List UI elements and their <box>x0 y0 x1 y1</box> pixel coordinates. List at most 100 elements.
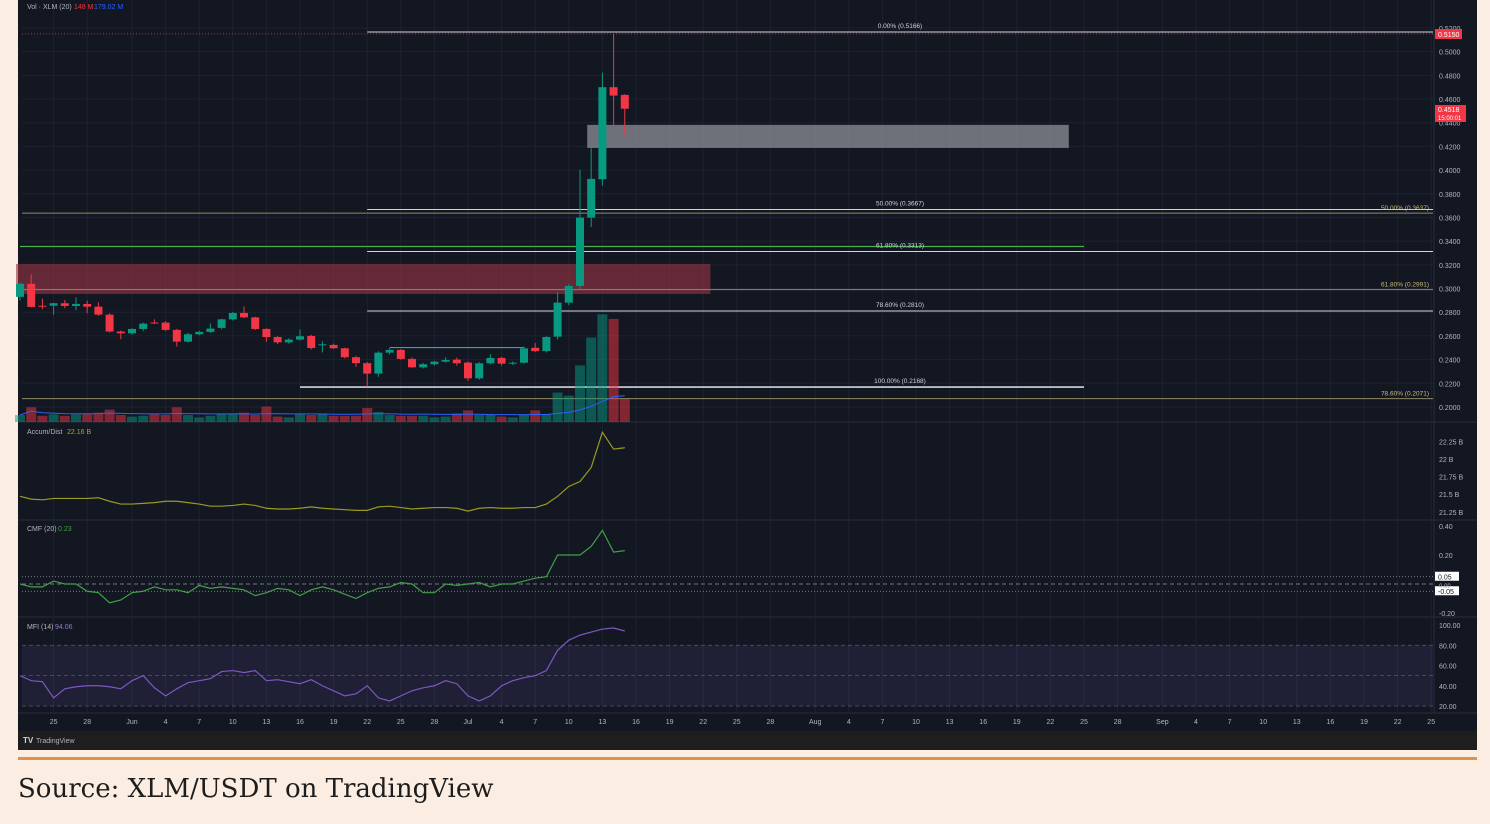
time-axis-label: 13 <box>263 719 271 726</box>
price-axis-label: 0.4000 <box>1439 168 1461 175</box>
tradingview-logo-icon: TV <box>23 736 34 745</box>
candle-body <box>486 357 495 364</box>
volume-legend-label: Vol · XLM (20) <box>27 4 72 11</box>
time-axis-label: 25 <box>733 719 741 726</box>
cmf-axis-label: -0.20 <box>1439 611 1455 618</box>
candle-body <box>475 363 484 379</box>
volume-bar <box>575 365 585 422</box>
volume-legend-value: 148 M <box>74 4 94 11</box>
volume-bar <box>463 410 473 422</box>
candle-body <box>83 303 92 307</box>
candle-body <box>587 178 596 218</box>
time-axis-label: 19 <box>330 719 338 726</box>
volume-bar <box>541 414 552 422</box>
volume-bar <box>619 399 630 422</box>
candle-body <box>441 359 450 362</box>
time-axis-label: 10 <box>565 719 573 726</box>
price-axis-label: 0.2000 <box>1439 405 1461 412</box>
candle-body <box>419 364 428 368</box>
volume-bar <box>597 314 608 422</box>
indicators <box>19 430 1433 707</box>
drawings-lines[interactable]: 0.00% (0.5166) 50.00% (0.3667) 61.80% (0.3… <box>20 23 1433 400</box>
time-axis-label: 10 <box>912 719 920 726</box>
candle-body <box>620 94 629 109</box>
drawings-zones[interactable] <box>16 124 1069 294</box>
volume-ma-line <box>19 395 625 416</box>
ad-axis-label: 22 B <box>1439 457 1454 464</box>
volume-bar <box>440 416 451 422</box>
mfi-axis-label: 80.00 <box>1439 643 1457 650</box>
volume-bar <box>239 412 249 422</box>
ad-axis-label: 21.5 B <box>1439 492 1460 499</box>
volume-bar <box>171 407 182 422</box>
candle-body <box>195 331 204 335</box>
cmf-level-badge-text: 0.05 <box>1438 574 1452 581</box>
last-price-badge <box>1435 105 1466 122</box>
price-axis-label: 0.2800 <box>1439 310 1461 317</box>
gray-zone[interactable] <box>587 124 1069 148</box>
volume-bar <box>362 408 373 422</box>
time-axis-label: 25 <box>50 719 58 726</box>
candle-body <box>508 362 517 364</box>
candle-body <box>340 348 349 358</box>
mfi-axis-label: 60.00 <box>1439 664 1457 671</box>
mfi-axis-label: 40.00 <box>1439 684 1457 691</box>
candle-body <box>273 336 282 343</box>
candle-body <box>520 348 528 363</box>
volume-bar <box>82 413 93 422</box>
time-axis-label: 22 <box>1047 719 1055 726</box>
candle-body <box>38 305 47 307</box>
candle-body <box>329 344 338 349</box>
time-axis-label: 7 <box>1228 719 1232 726</box>
mfi-band <box>22 645 1433 706</box>
candle-body <box>16 283 24 297</box>
candle-body <box>251 317 260 329</box>
supply-zone[interactable] <box>16 263 711 294</box>
fib-level-label: 61.80% (0.3313) <box>876 242 924 249</box>
time-axis-label: Jun <box>126 719 137 726</box>
candle-body <box>430 361 439 365</box>
volume-bar <box>563 395 574 422</box>
time-axis-label: 16 <box>296 719 304 726</box>
volume-bar <box>530 410 541 422</box>
fib2-level-label: 61.80% (0.2991) <box>1381 282 1429 289</box>
volume-bar <box>384 415 395 422</box>
price-axis-label: 0.3000 <box>1439 287 1461 294</box>
time-axis-label: 13 <box>599 719 607 726</box>
candle-body <box>464 362 472 379</box>
candle-body <box>72 303 80 306</box>
volume-bar <box>485 415 496 422</box>
image-caption: Source: XLM/USDT on TradingView <box>18 774 494 804</box>
time-axis-label: 28 <box>83 719 91 726</box>
price-axis-label: 0.4200 <box>1439 144 1461 151</box>
volume-bar <box>496 416 507 422</box>
volume-bar <box>283 417 294 422</box>
volume-bar <box>395 415 406 422</box>
volume-bar <box>407 415 417 422</box>
caption-divider <box>18 757 1477 760</box>
time-axis-label: 13 <box>946 719 954 726</box>
candle-body <box>128 328 136 334</box>
tradingview-brand: TradingView <box>36 738 75 745</box>
candle-body <box>296 336 304 340</box>
time-axis-label: 22 <box>699 719 707 726</box>
volume-bar <box>552 392 563 422</box>
candle-body <box>240 312 248 318</box>
grid <box>18 0 1477 714</box>
time-axis-label: 25 <box>397 719 405 726</box>
candle-body <box>184 334 192 342</box>
candle-body <box>408 358 416 368</box>
volume-bars <box>15 314 630 422</box>
volume-bar <box>451 413 462 422</box>
fib-level-label: 100.00% (0.2168) <box>874 378 926 385</box>
tradingview-chart[interactable]: 0.00% (0.5166) 50.00% (0.3667) 61.80% (0.3… <box>0 0 1490 752</box>
mfi-axis-label: 20.00 <box>1439 704 1457 711</box>
cmf-level-badge <box>1435 571 1459 581</box>
price-axis-label: 0.4600 <box>1439 97 1461 104</box>
volume-bar <box>351 415 361 422</box>
time-axis-label: 16 <box>1327 719 1335 726</box>
candle-body <box>228 312 237 320</box>
time-axis-label: 28 <box>767 719 775 726</box>
time-axis-label: 10 <box>1259 719 1267 726</box>
volume-bar <box>227 413 238 422</box>
